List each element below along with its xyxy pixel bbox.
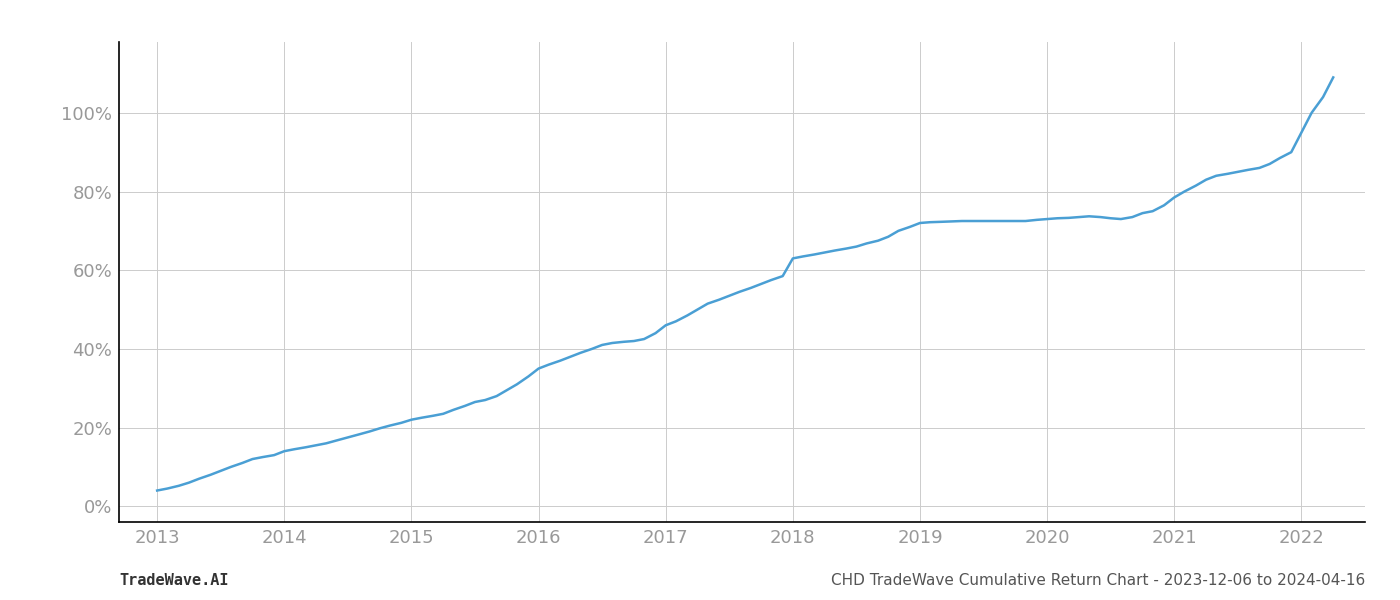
Text: TradeWave.AI: TradeWave.AI [119,573,228,588]
Text: CHD TradeWave Cumulative Return Chart - 2023-12-06 to 2024-04-16: CHD TradeWave Cumulative Return Chart - … [830,573,1365,588]
